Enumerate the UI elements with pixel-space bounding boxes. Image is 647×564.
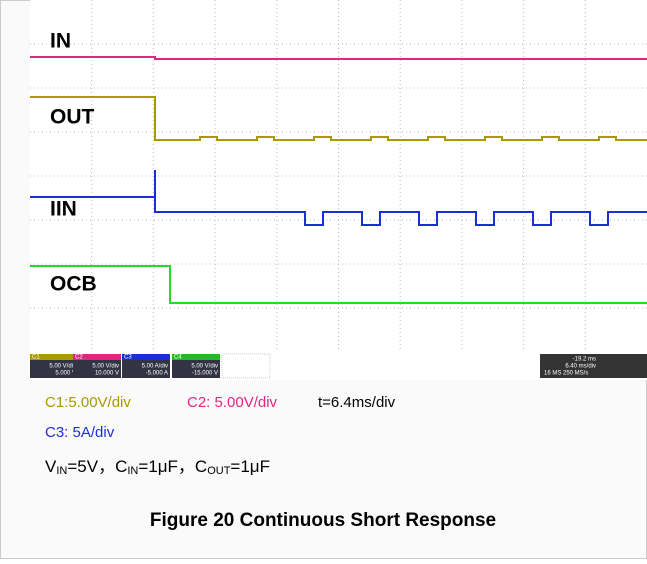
info-text: -5.000 A: [146, 371, 168, 377]
info-text: C1: [32, 355, 40, 361]
channel-label: OCB: [50, 273, 97, 296]
timebase: -19.2 ms: [573, 357, 596, 363]
wave-in: [30, 56, 647, 60]
caption: t=6.4ms/div: [318, 394, 396, 411]
info-text: 5.00 V/div: [92, 364, 119, 370]
wave-out: [30, 96, 647, 141]
text: V: [45, 457, 57, 476]
wave-ocb: [30, 265, 647, 304]
figure-caption: Figure 20 Continuous Short Response: [150, 510, 496, 531]
wave-iin: [30, 170, 647, 226]
info-text: 5.00 V/div: [191, 364, 218, 370]
sub: IN: [56, 465, 67, 477]
grid: [30, 0, 647, 352]
timebase-box: [540, 354, 647, 378]
timebase: 6.40 ms/div: [565, 364, 596, 370]
caption: C2: 5.00V/div: [187, 394, 278, 411]
info-text: C2: [75, 355, 83, 361]
info-text: 5.00 V/div: [49, 364, 76, 370]
info-text: -15.000 V: [192, 371, 218, 377]
info-text: 5.000 V: [55, 371, 76, 377]
channel-label: OUT: [50, 106, 95, 129]
conditions: VIN=5V，CIN=1μF，COUT=1μF: [45, 457, 270, 476]
timebase: 16 MS 250 MS/s: [544, 371, 588, 377]
info-text: C3: [124, 355, 132, 361]
info-tag: [172, 354, 220, 360]
info-text: C4: [174, 355, 182, 361]
info-tag: [122, 354, 170, 360]
info-text: 10.000 V: [95, 371, 119, 377]
caption: C1:5.00V/div: [45, 394, 131, 411]
channel-label: IIN: [50, 198, 77, 221]
empty-box: [221, 353, 271, 379]
sub: OUT: [207, 465, 231, 477]
info-tag: [30, 354, 78, 360]
channel-label: IN: [50, 30, 71, 53]
caption: C3: 5A/div: [45, 424, 115, 441]
text: =5V，C: [67, 457, 127, 476]
info-text: 5.00 A/div: [142, 364, 168, 370]
text: =1μF: [230, 457, 270, 476]
info-tag: [73, 354, 121, 360]
text: =1μF，C: [138, 457, 207, 476]
sub: IN: [127, 465, 138, 477]
